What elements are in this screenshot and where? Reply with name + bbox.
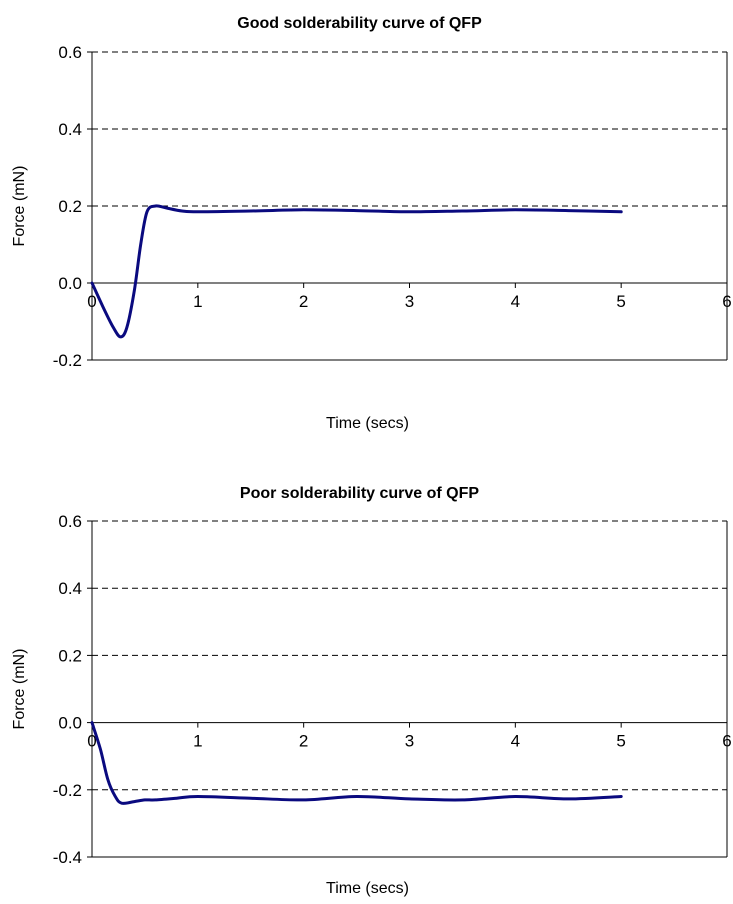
chart-title: Poor solderability curve of QFP [240,485,479,502]
chart-poor-solderability: Poor solderability curve of QFP -0.4 -0.2 0… [0,452,733,904]
y-tick-label: 0.6 [58,512,82,531]
y-tick-label: -0.4 [53,848,82,867]
y-tick-label: 0.0 [58,714,82,733]
series-line [90,204,623,339]
chart-svg-poor: Poor solderability curve of QFP -0.4 -0.2 0… [11,485,732,897]
x-tick-label: 5 [616,732,625,751]
y-tick-label: 0.4 [58,579,82,598]
y-axis-label: Force (mN) [11,649,28,730]
x-tick-label: 3 [405,292,414,311]
chart-svg-good: Good solderability curve of QFP -0.2 0.0 0.… [11,15,732,432]
x-tick-label: 0 [87,732,96,751]
x-tick-label: 1 [193,292,202,311]
x-tick-label: 2 [299,292,308,311]
x-tick-label: 0 [87,292,96,311]
y-tick-label: 0.0 [58,274,82,293]
x-axis-label: Time (secs) [326,880,409,897]
x-tick-label: 4 [511,732,520,751]
x-axis-label: Time (secs) [326,415,409,432]
y-tick-label: -0.2 [53,781,82,800]
x-tick-label: 6 [722,732,731,751]
chart-title: Good solderability curve of QFP [237,15,482,32]
series-line [90,721,623,805]
x-tick-label: 2 [299,732,308,751]
y-axis-label: Force (mN) [11,166,28,247]
y-tick-label: -0.2 [53,351,82,370]
chart-good-solderability: Good solderability curve of QFP -0.2 0.0 0.… [11,15,732,432]
y-tick-label: 0.2 [58,197,82,216]
x-tick-label: 6 [722,292,731,311]
x-tick-label: 4 [511,292,520,311]
x-tick-label: 1 [193,732,202,751]
y-tick-label: 0.2 [58,646,82,665]
y-tick-label: 0.6 [58,43,82,62]
x-tick-label: 5 [616,292,625,311]
x-tick-label: 3 [405,732,414,751]
y-tick-label: 0.4 [58,120,82,139]
